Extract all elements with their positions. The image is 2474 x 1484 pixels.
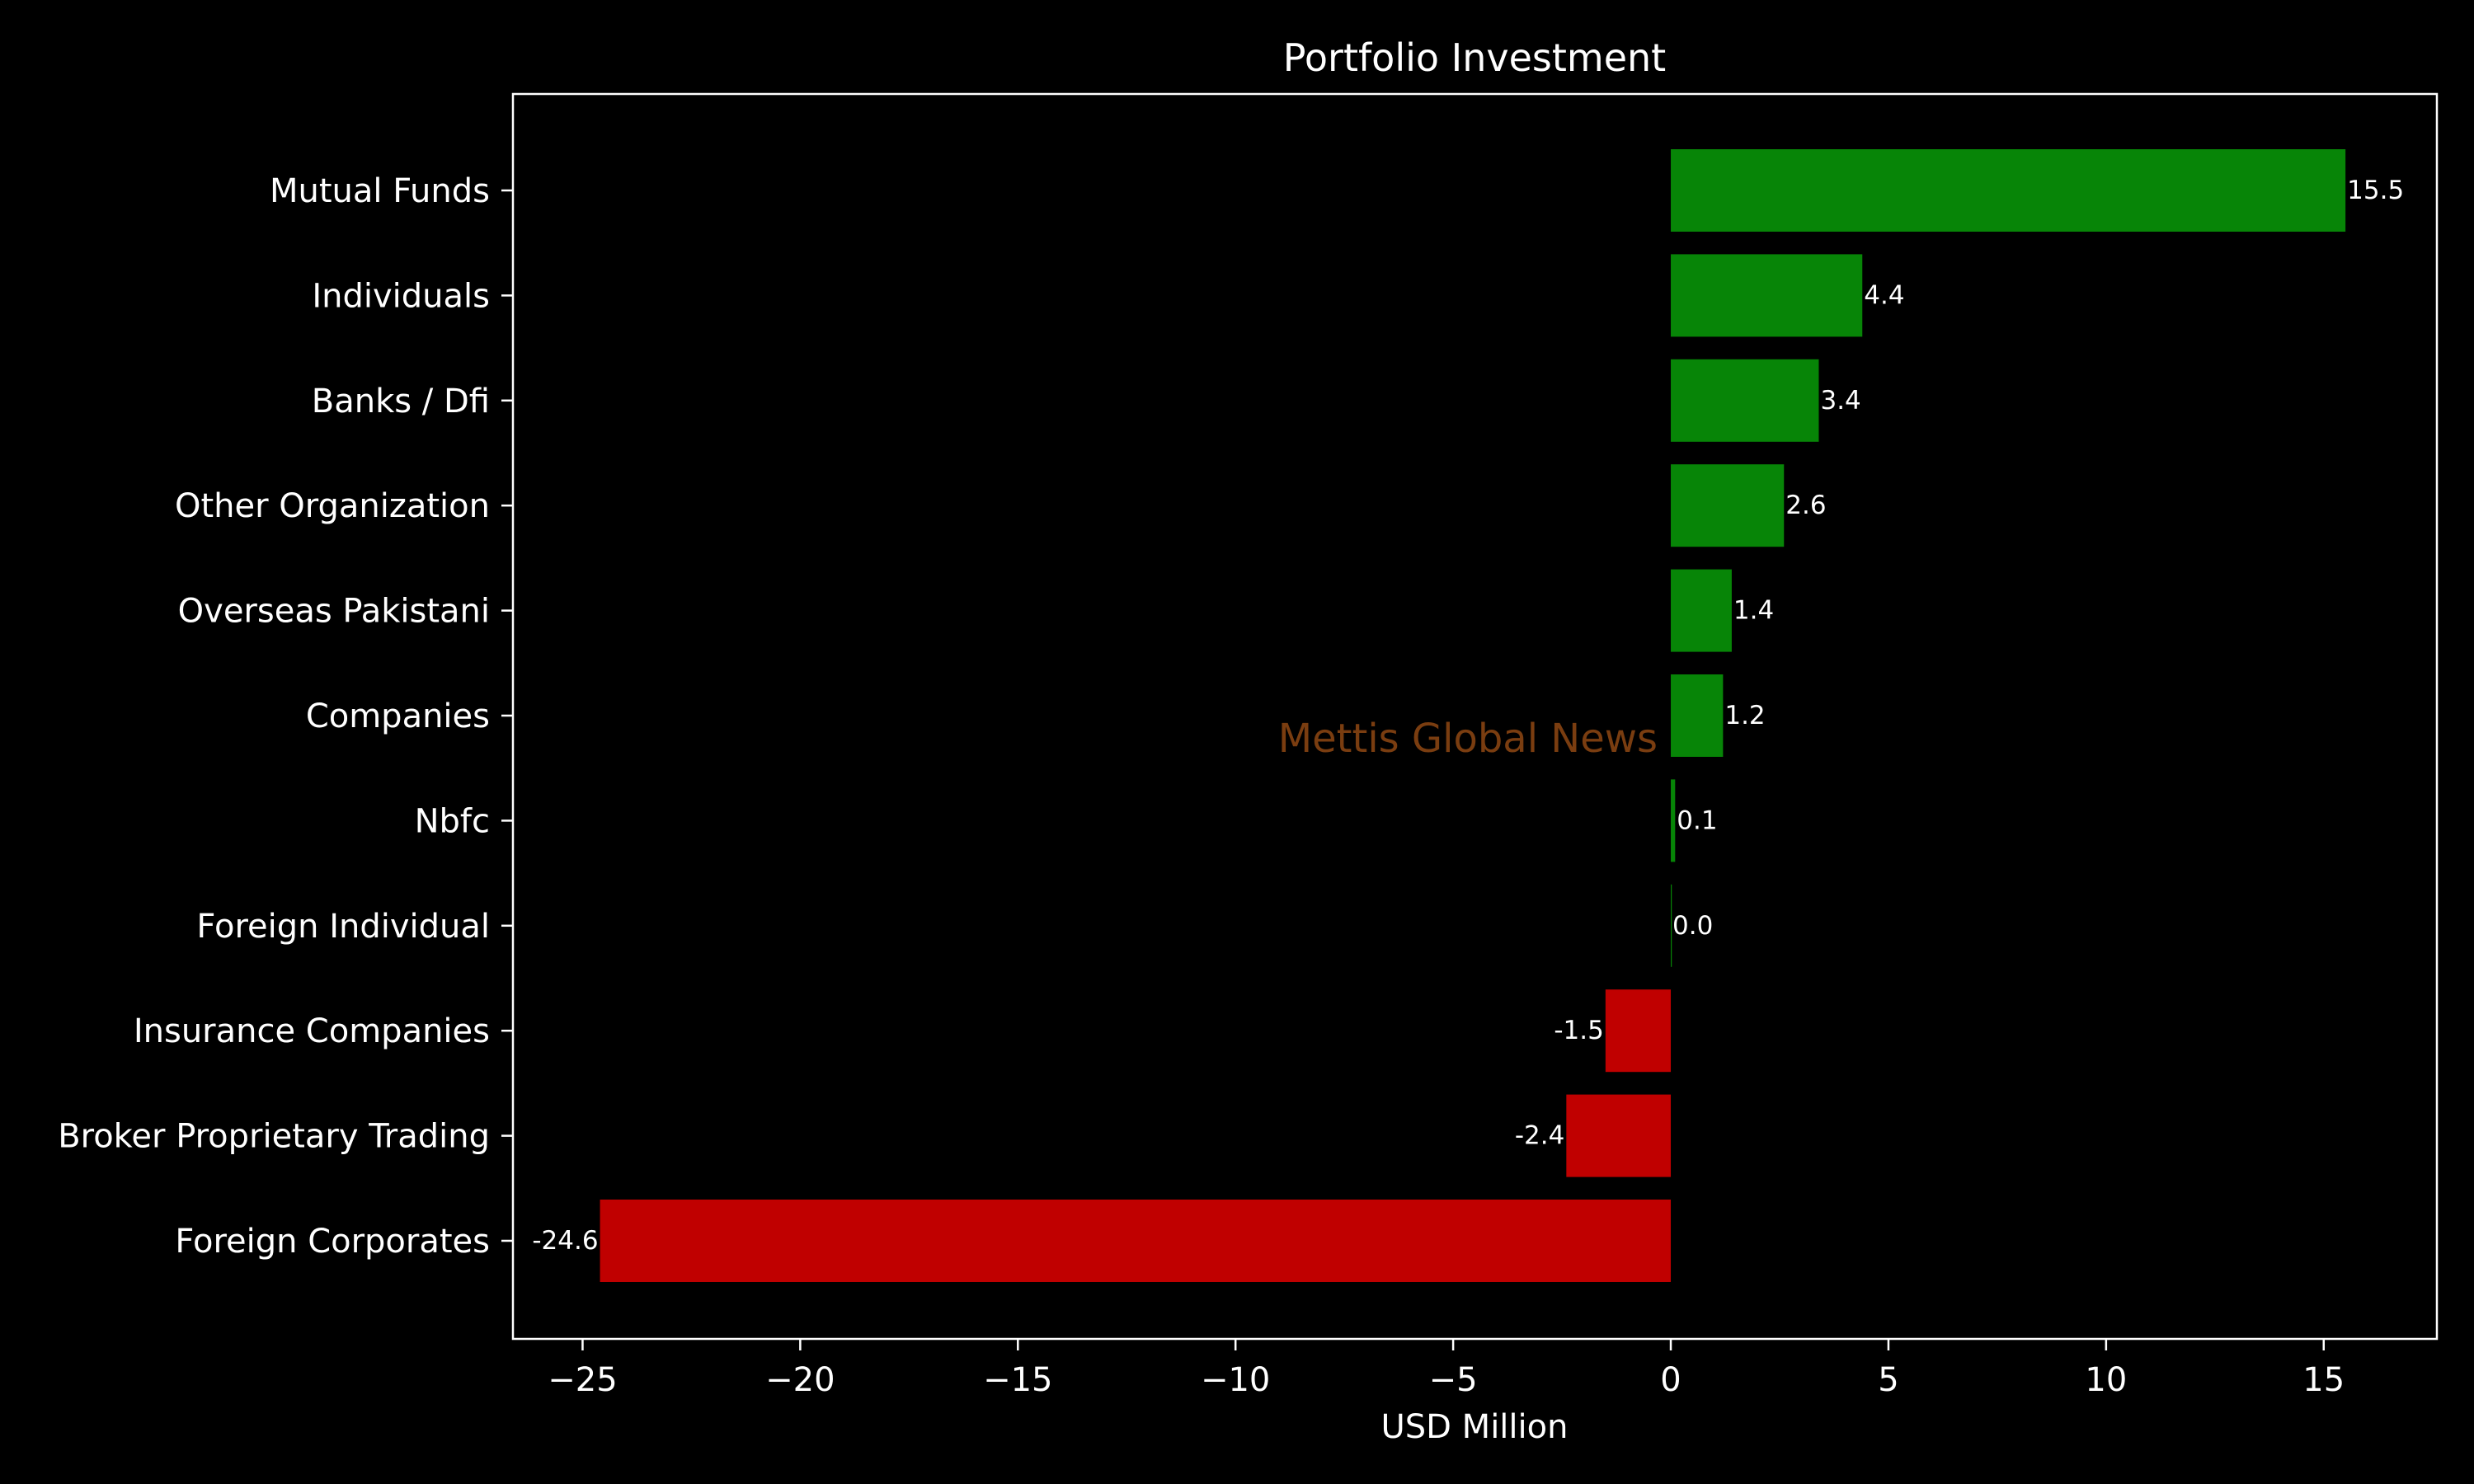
value-label-5: 1.2 xyxy=(1724,701,1765,730)
x-tick-label-6: 5 xyxy=(1878,1361,1898,1399)
x-axis-label: USD Million xyxy=(1381,1408,1569,1446)
bar-8 xyxy=(1605,989,1672,1073)
x-tick-label-5: 0 xyxy=(1660,1361,1681,1399)
category-label-9: Broker Proprietary Trading xyxy=(58,1118,490,1156)
value-label-10: -24.6 xyxy=(532,1226,598,1256)
category-label-1: Individuals xyxy=(312,277,490,315)
value-label-8: -1.5 xyxy=(1554,1016,1604,1045)
value-label-7: 0.0 xyxy=(1672,911,1713,941)
value-label-4: 1.4 xyxy=(1733,596,1774,626)
value-label-6: 0.1 xyxy=(1677,805,1717,835)
bar-2 xyxy=(1671,359,1819,442)
x-tick-label-3: −10 xyxy=(1201,1361,1270,1399)
value-label-2: 3.4 xyxy=(1820,386,1860,416)
bar-9 xyxy=(1566,1094,1672,1177)
bar-6 xyxy=(1671,779,1676,862)
value-labels-group: 15.5 4.4 3.4 2.6 1.4 1.2 0.1 0.0 -1.5 -2.4 -24.6 xyxy=(532,176,2404,1256)
x-tick-label-4: −5 xyxy=(1429,1361,1478,1399)
bar-1 xyxy=(1671,254,1863,337)
x-tick-label-8: 15 xyxy=(2302,1361,2345,1399)
value-label-9: -2.4 xyxy=(1515,1121,1565,1151)
plot-frame xyxy=(511,92,2439,1341)
x-tick-label-7: 10 xyxy=(2085,1361,2127,1399)
watermark: Mettis Global News xyxy=(1278,716,1658,762)
value-label-1: 4.4 xyxy=(1864,280,1904,310)
value-label-3: 2.6 xyxy=(1785,491,1826,520)
category-label-8: Insurance Companies xyxy=(134,1012,490,1050)
x-tick-label-0: −25 xyxy=(548,1361,617,1399)
chart-title: Portfolio Investment xyxy=(1283,35,1666,80)
bar-5 xyxy=(1671,674,1724,757)
category-label-3: Other Organization xyxy=(175,487,490,525)
x-tick-label-2: −15 xyxy=(983,1361,1052,1399)
category-label-7: Foreign Individual xyxy=(196,908,490,946)
category-label-5: Companies xyxy=(306,697,490,735)
x-tick-label-1: −20 xyxy=(765,1361,835,1399)
category-label-0: Mutual Funds xyxy=(270,172,490,210)
category-label-10: Foreign Corporates xyxy=(175,1223,490,1261)
x-ticks-group: −25 −20 −15 −10 −5 0 5 10 15 xyxy=(548,1339,2345,1399)
category-label-4: Overseas Pakistani xyxy=(178,593,490,631)
bar-0 xyxy=(1671,149,2346,232)
bar-7 xyxy=(1671,884,1672,967)
value-label-0: 15.5 xyxy=(2347,176,2404,205)
category-labels-group: Mutual Funds Individuals Banks / Dfi Other … xyxy=(58,172,513,1261)
bar-3 xyxy=(1671,464,1785,547)
bar-10 xyxy=(600,1200,1672,1282)
category-label-2: Banks / Dfi xyxy=(312,383,490,420)
bars-group xyxy=(600,149,2346,1282)
bar-4 xyxy=(1671,569,1732,652)
category-label-6: Nbfc xyxy=(415,802,490,840)
